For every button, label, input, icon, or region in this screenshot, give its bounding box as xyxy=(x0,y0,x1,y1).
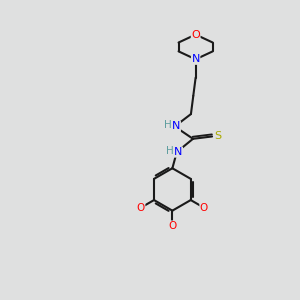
Text: N: N xyxy=(174,147,182,157)
Text: O: O xyxy=(168,221,176,231)
Text: N: N xyxy=(191,54,200,64)
Text: O: O xyxy=(200,203,208,213)
Text: S: S xyxy=(214,131,221,142)
Text: H: H xyxy=(164,120,172,130)
Text: O: O xyxy=(191,30,200,40)
Text: O: O xyxy=(136,203,145,213)
Text: N: N xyxy=(172,122,180,131)
Text: H: H xyxy=(167,146,174,156)
